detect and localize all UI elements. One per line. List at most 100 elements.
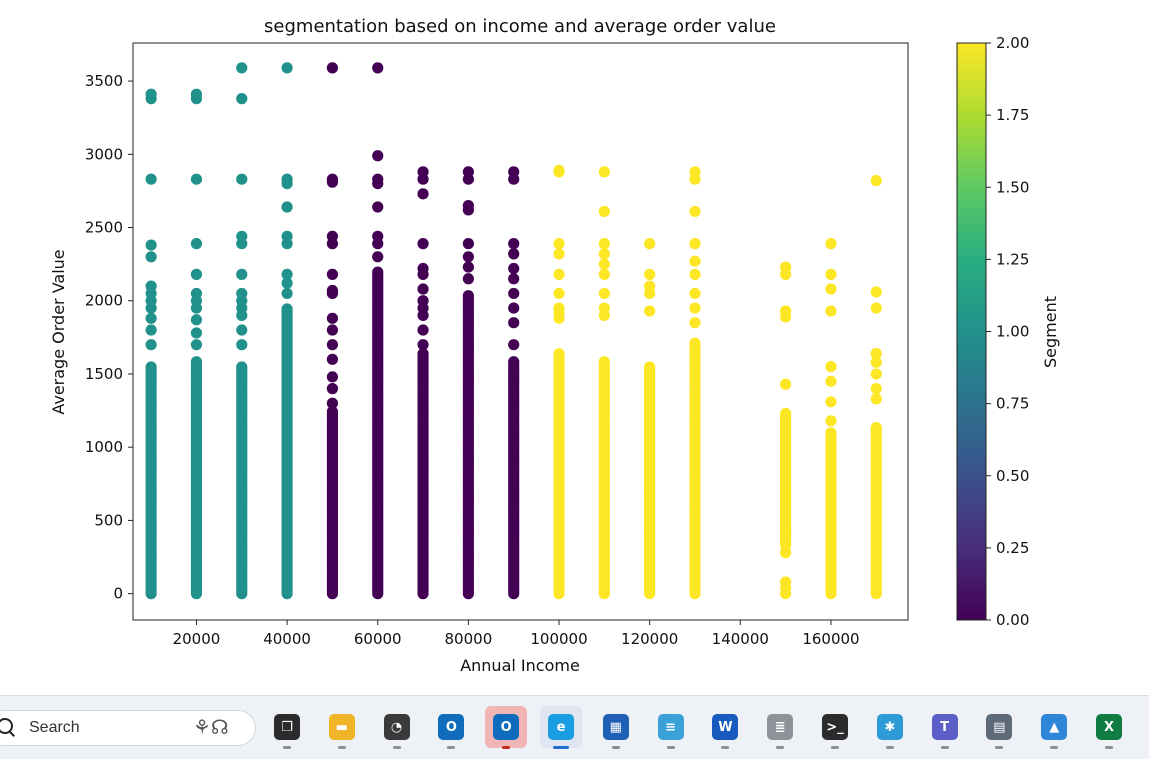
x-tick-label: 140000 — [712, 630, 769, 648]
taskbar-search-box[interactable]: Search ⚘☊ — [0, 710, 256, 746]
colorbar-tick-label: 0.75 — [996, 395, 1029, 413]
running-indicator — [502, 746, 511, 749]
x-tick-label: 20000 — [173, 630, 221, 648]
taskbar-app-photos[interactable]: ▲ — [1033, 706, 1075, 749]
running-indicator — [1105, 746, 1113, 749]
photos-icon: ▲ — [1041, 714, 1068, 740]
outlook-icon: O — [438, 714, 465, 740]
data-point — [553, 287, 565, 300]
data-point — [326, 406, 339, 418]
data-point — [689, 337, 701, 349]
data-point — [190, 88, 203, 100]
terminal-icon: >_ — [822, 714, 848, 740]
series-income-130000 — [689, 166, 701, 600]
series-income-10000 — [145, 88, 157, 600]
data-point — [236, 268, 248, 280]
data-point — [462, 290, 474, 302]
notepad-icon: ≡ — [657, 714, 684, 740]
taskbar-app-store[interactable]: ▦ — [595, 706, 637, 749]
taskbar-app-clock-app[interactable]: ◔ — [376, 706, 418, 749]
data-point — [372, 251, 384, 263]
data-point — [326, 383, 339, 395]
data-point — [145, 280, 157, 292]
colorbar-ticks: 0.00 0.25 0.50 0.75 1.00 1.25 1.50 1.75 2.00 — [986, 34, 1029, 629]
y-tick-label: 2500 — [85, 219, 123, 237]
data-point — [689, 287, 701, 300]
data-point — [644, 361, 656, 373]
y-tick-label: 3000 — [85, 145, 123, 163]
data-point — [870, 302, 882, 314]
data-point — [236, 173, 248, 185]
data-point — [870, 175, 882, 187]
data-point — [553, 164, 565, 177]
data-point — [508, 302, 520, 314]
data-point — [870, 347, 882, 360]
series-income-110000 — [598, 166, 610, 600]
y-tick-label: 0 — [113, 585, 123, 603]
taskbar-app-calculator[interactable]: ▤ — [978, 706, 1020, 749]
data-point — [598, 238, 610, 250]
store-icon: ▦ — [602, 714, 629, 740]
scatter-chart: segmentation based on income and average… — [49, 16, 1060, 675]
data-point — [870, 368, 882, 380]
data-point — [281, 201, 293, 213]
data-point — [236, 324, 248, 336]
taskbar-app-outlook[interactable]: O — [430, 706, 472, 749]
data-point — [508, 248, 520, 260]
data-point — [598, 302, 610, 314]
data-point — [236, 287, 248, 300]
data-point — [326, 324, 339, 336]
taskbar-app-edge[interactable]: e — [540, 706, 582, 749]
series-income-170000 — [870, 175, 882, 600]
data-point — [417, 166, 429, 178]
data-point — [372, 201, 384, 213]
data-point — [598, 268, 610, 280]
data-point — [598, 248, 610, 260]
data-point — [326, 62, 339, 74]
taskbar-app-database[interactable]: ≣ — [759, 706, 801, 749]
data-point — [780, 526, 792, 538]
edge-icon: e — [548, 714, 574, 740]
data-point — [326, 371, 339, 383]
running-indicator — [553, 746, 569, 749]
colorbar-tick-label: 1.25 — [996, 250, 1029, 268]
data-point — [417, 188, 429, 200]
data-point — [145, 239, 157, 251]
data-point — [553, 348, 565, 360]
running-indicator — [885, 746, 894, 749]
data-point — [145, 251, 157, 263]
data-point — [825, 268, 837, 280]
x-axis-label: Annual Income — [460, 656, 580, 675]
data-point — [417, 295, 429, 307]
data-point — [870, 393, 882, 405]
taskbar-app-notepad[interactable]: ≡ — [650, 706, 692, 749]
data-point — [326, 268, 339, 280]
taskbar-app-outlook-alert[interactable]: O — [485, 706, 528, 749]
data-point — [326, 397, 339, 409]
data-point — [689, 255, 701, 267]
taskbar-app-file-explorer[interactable]: ▬ — [321, 706, 363, 749]
task-view-icon: ❐ — [274, 714, 300, 740]
taskbar-app-teams[interactable]: T — [924, 706, 966, 749]
colorbar — [956, 42, 987, 621]
series-income-150000 — [780, 261, 792, 600]
series-income-90000 — [508, 166, 520, 600]
taskbar-app-word[interactable]: W — [704, 706, 746, 749]
data-point — [281, 303, 293, 315]
data-point — [417, 238, 429, 250]
data-point — [417, 339, 429, 351]
data-point — [462, 261, 474, 273]
data-point — [281, 62, 293, 74]
taskbar-app-paint[interactable]: ✱ — [869, 706, 911, 749]
chart-figure: segmentation based on income and average… — [49, 16, 1060, 675]
search-placeholder: Search — [29, 719, 80, 736]
taskbar-app-terminal[interactable]: >_ — [814, 706, 856, 749]
data-point — [236, 361, 248, 373]
colorbar-tick-label: 1.00 — [996, 323, 1029, 341]
taskbar-app-task-view[interactable]: ❐ — [266, 706, 308, 749]
taskbar-app-excel[interactable]: X — [1088, 706, 1130, 749]
data-point — [462, 199, 474, 212]
data-point — [326, 173, 339, 185]
data-point — [462, 273, 474, 285]
x-tick-label: 120000 — [621, 630, 678, 648]
